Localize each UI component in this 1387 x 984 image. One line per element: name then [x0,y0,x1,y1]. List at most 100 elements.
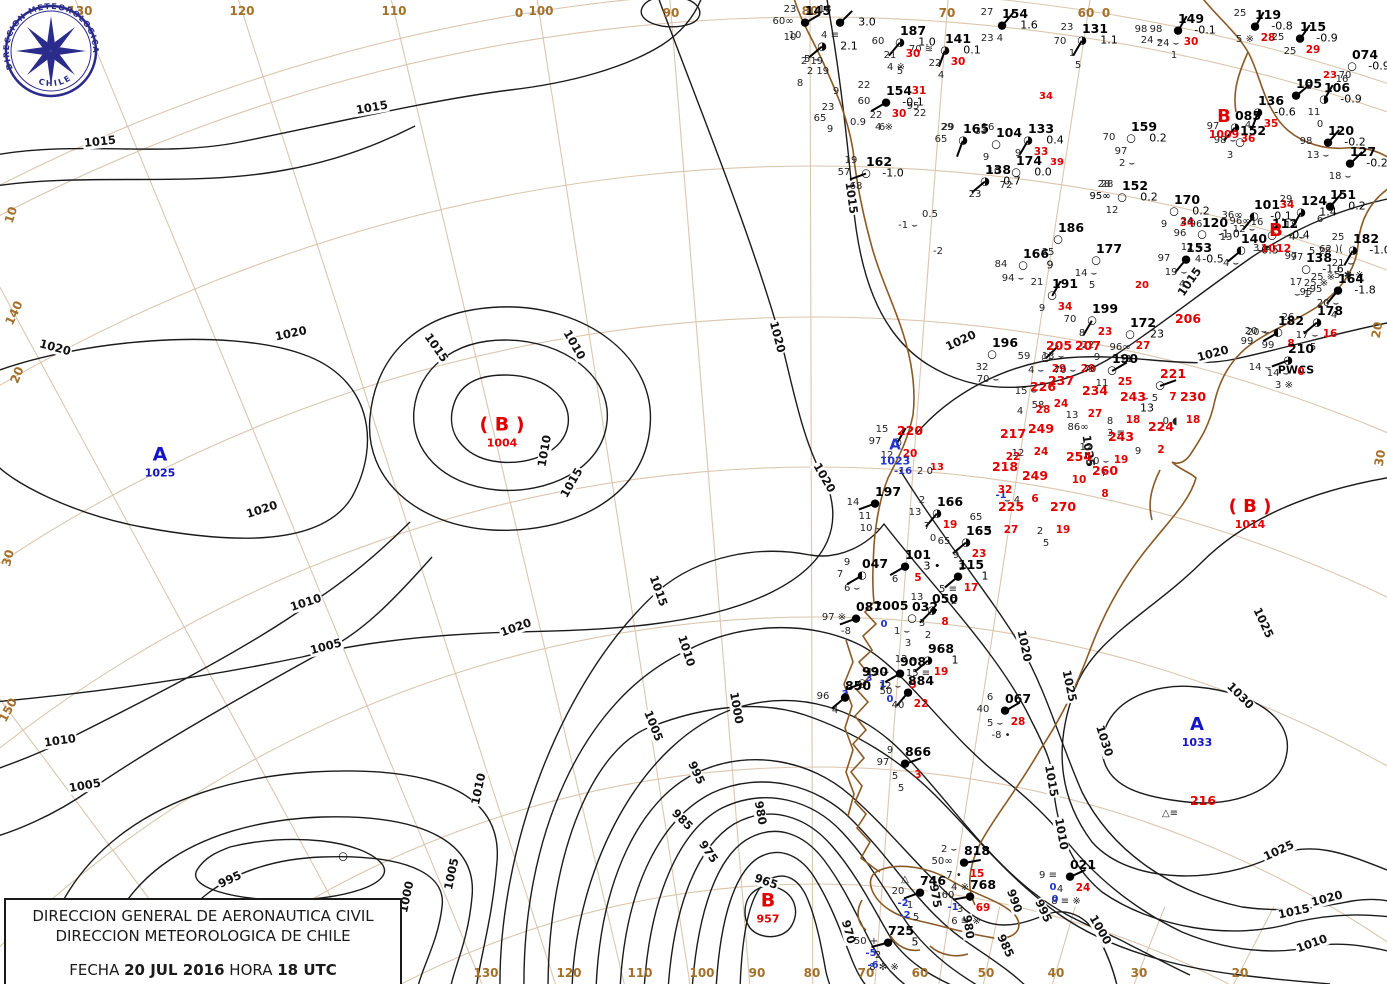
misc-map-text: 96 [1189,219,1203,230]
fecha-value: 20 JUL 2016 [124,960,225,979]
pressure-letter: A [152,443,168,466]
misc-map-text: 23 [1323,70,1337,81]
grid-coordinate-label: 30 [1130,966,1148,980]
meridian-line [390,0,625,984]
pressure-letter: B [1269,220,1283,241]
misc-map-text: 96∞ [1229,216,1251,227]
coast-tdf-islands [857,899,969,957]
meridian-line [237,0,556,984]
isobar-995-fan [595,759,1118,984]
coastline [793,0,1387,957]
misc-map-text: 26 [1281,312,1295,323]
grid-coordinate-label: 20 [1231,966,1249,980]
isobar-label: 980 [960,913,978,941]
grid-coordinate-label: 120 [556,966,582,980]
hora-label: HORA [229,960,273,979]
grid-coordinate-label: 110 [627,966,653,980]
isobar-closed-top [640,0,701,28]
misc-map-text: 4 ※ [875,122,893,133]
meridian-line [669,0,751,984]
grid-coordinate-label: 0 [1101,6,1111,20]
misc-map-text: 2 0 [917,466,933,477]
misc-map-text: 34 [1039,91,1053,102]
low-pressure-center: ( B ) 1014 [1228,496,1272,531]
pressure-letter: B [760,889,776,912]
misc-map-text: 39 [1050,157,1064,168]
pressure-value: 1004 [486,436,518,450]
parallel-line [184,766,1387,984]
isobar-1025-loop [1061,477,1387,877]
misc-map-text: 0 [880,619,888,630]
agency-line-2: DIRECCION METEOROLOGICA DE CHILE [55,927,351,946]
meridian-line [0,286,379,984]
isobar-1005-low-ring [450,374,570,464]
pressure-value: 1033 [1181,736,1213,749]
isobar-1020-high-loop [0,338,369,539]
isobar-1015-nw2 [0,125,416,187]
misc-map-text: 70 [1338,70,1352,81]
isobar-1000-fan [571,699,1191,984]
pressure-letter: A [1190,714,1204,735]
isobar-1015-nw [0,0,702,155]
isobar-label: 980 [751,799,770,827]
pressure-letter: ( B ) [1228,496,1272,517]
isobar-1020-se [899,469,1387,911]
misc-map-text: △≡ [1161,808,1179,819]
isobar-1005-sw [0,556,433,836]
fecha-label: FECHA [69,960,120,979]
isobar-1020-east-arc [0,0,834,703]
misc-map-text: 97 [1290,252,1304,263]
datetime-line: FECHA 20 JUL 2016 HORA 18 UTC [10,961,396,979]
isobar-1015-fan [499,522,1387,984]
title-box: DIRECCION GENERAL DE AERONAUTICA CIVIL D… [4,898,402,984]
agency-line-1: DIRECCION GENERAL DE AERONAUTICA CIVIL [32,907,374,925]
grid-coordinate-label: 80 [801,4,819,18]
pressure-value: 1012 [1260,242,1292,255]
pressure-value: 1009 [1208,128,1240,141]
misc-map-text: 13 [930,462,944,473]
misc-map-text: 0.9 [850,117,866,128]
low-pressure-center: B 1009 [1208,108,1240,141]
misc-map-text: 10 [783,32,797,43]
misc-map-text: 20 ⌣ [1246,327,1270,338]
meridian-line [536,0,691,984]
grid-coordinate-label: 90 [748,966,766,980]
pressure-value: 1025 [144,466,176,480]
isobar-970-fan [715,851,866,984]
parallel-line [0,616,1387,948]
coast-rio [1149,51,1249,521]
seal-inner-ring [10,10,92,92]
misc-map-text: 9 [832,86,840,97]
meridian-line [938,0,1091,984]
misc-map-text: 65 [813,113,827,124]
grid-coordinate-label: 70 [857,966,875,980]
isobar-1030-closed [1101,685,1289,804]
grid-coordinate-label: 20 [1368,320,1386,340]
isobar-965-fan [739,875,831,984]
grid-coordinate-label: 70 [938,6,956,20]
misc-map-text: 3 [865,673,873,684]
grid-coordinate-label: 90 [662,6,680,20]
misc-map-text: 70 [1053,36,1067,47]
high-pressure-center: A 1023 [880,437,911,467]
grid-coordinate-label: 50 [977,966,995,980]
grid-coordinate-label: 110 [381,4,407,18]
logo-seal: DIRECCION METEOROLOGICA CHILE [2,2,100,104]
grid-coordinate-label: 80 [803,966,821,980]
hora-value: 18 UTC [277,960,337,979]
grid-coordinate-label: 100 [689,966,715,980]
low-pressure-center: B 1012 [1260,220,1292,255]
misc-map-text: 22 [857,80,871,91]
misc-map-text: 29 [940,122,954,133]
grid-coordinate-label: 40 [1047,966,1065,980]
parallel-line [400,883,1230,984]
high-pressure-center: A 1033 [1181,714,1213,749]
meridian-line [809,0,814,984]
isobar-1010-sw [0,521,411,769]
isobar-1010-fan [523,627,1387,984]
isobar-990-fan [619,781,1025,984]
misc-map-text: 16 [981,122,995,133]
parallel-line [0,165,1387,387]
isobar-1015-coastal [826,0,1387,388]
pressure-value: 957 [756,912,780,926]
